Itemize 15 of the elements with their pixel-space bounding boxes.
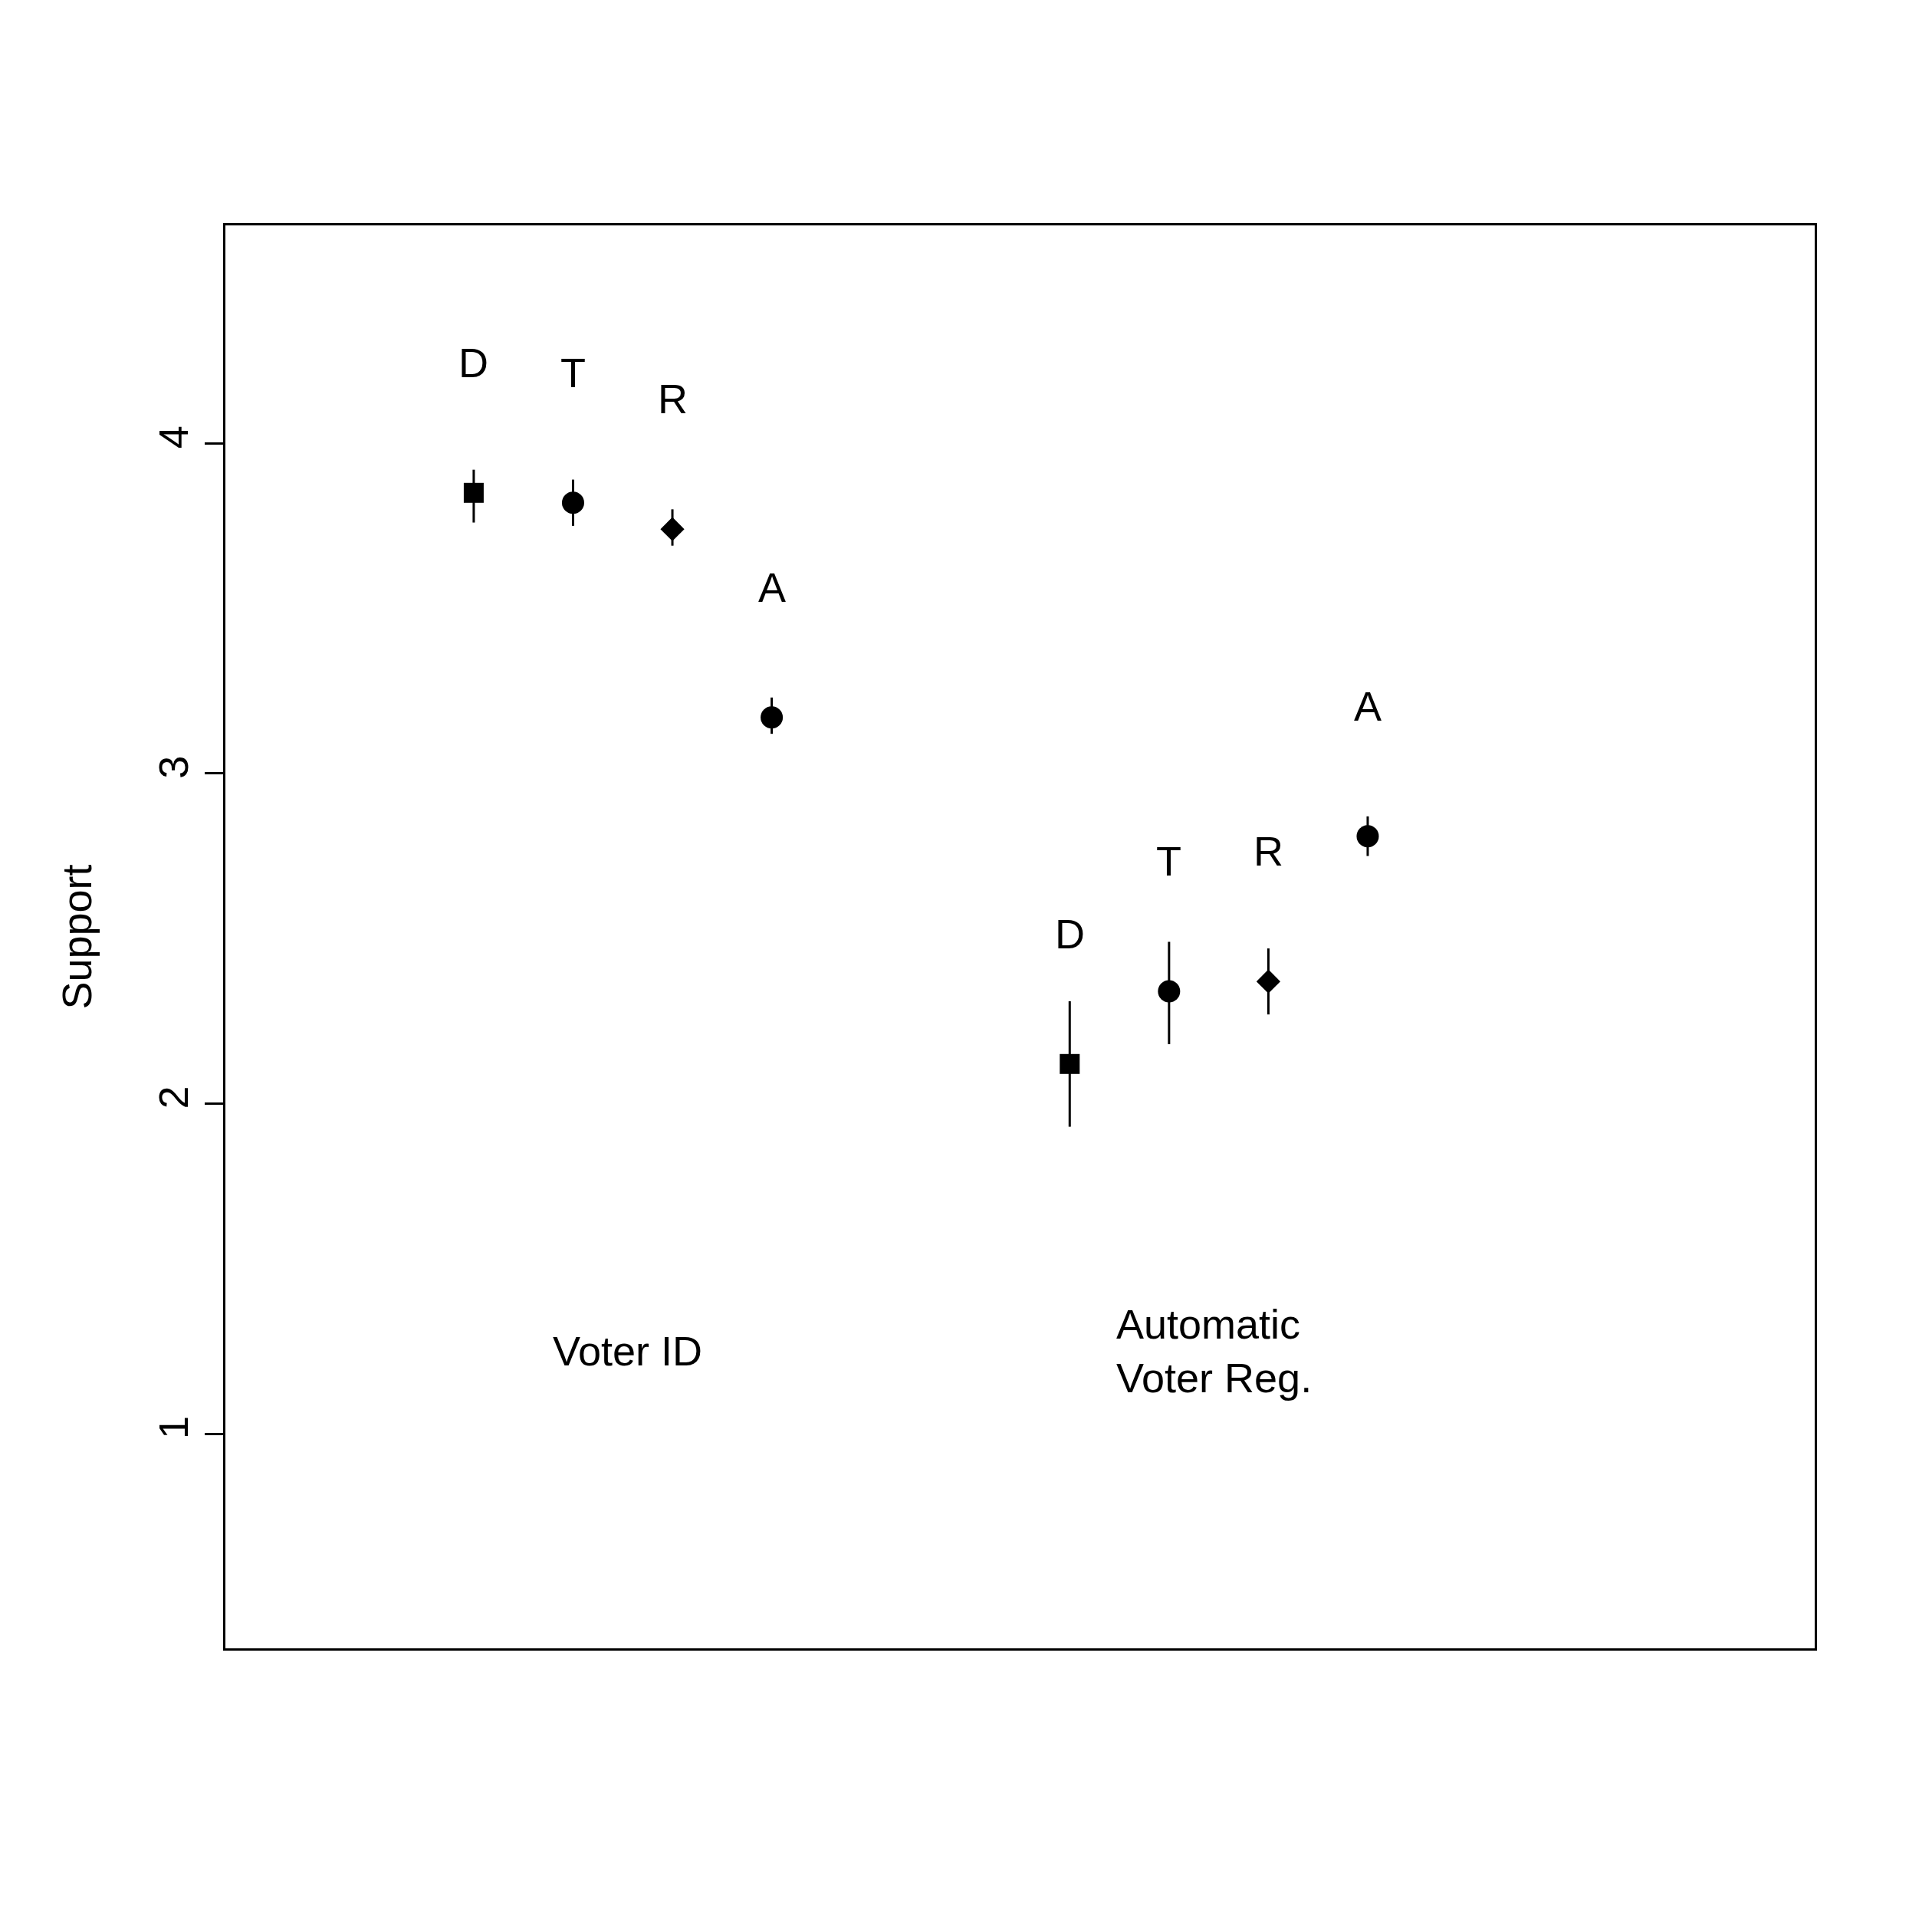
annotation: Voter ID <box>553 1328 703 1374</box>
y-axis-title: Support <box>54 864 100 1010</box>
data-label: T <box>560 350 586 396</box>
y-tick-label: 3 <box>150 755 197 779</box>
data-label: R <box>1254 828 1283 874</box>
y-tick-label: 2 <box>150 1086 197 1109</box>
data-label: A <box>758 564 787 610</box>
y-tick-label: 1 <box>150 1415 197 1440</box>
y-tick-label: 4 <box>150 426 197 449</box>
data-label: R <box>658 376 688 422</box>
data-label: T <box>1156 838 1181 884</box>
data-label: D <box>458 340 488 386</box>
data-label: D <box>1055 911 1085 957</box>
data-label: A <box>1354 683 1382 729</box>
annotation: Automatic Voter Reg. <box>1116 1301 1313 1401</box>
